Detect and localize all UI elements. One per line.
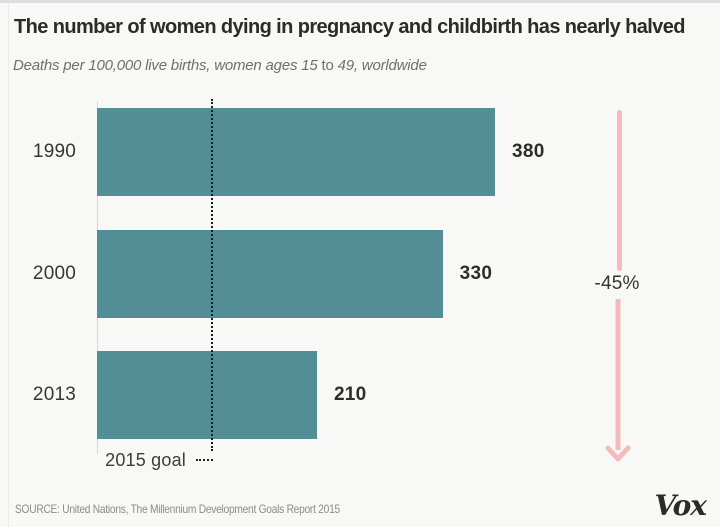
goal-label: 2015 goal [105,450,186,470]
bar [97,108,495,196]
chart-subtitle: Deaths per 100,000 live births, women ag… [13,57,427,74]
chart-title: The number of women dying in pregnancy a… [14,16,685,38]
page-edge-line [8,3,9,527]
category-label: 1990 [32,141,76,162]
goal-target-dotted-line [211,99,214,451]
value-label: 330 [459,262,493,284]
bar [97,351,317,439]
down-arrow-upper-segment [617,110,622,271]
category-label: 2000 [32,262,76,284]
subtitle-part: Deaths per 100,000 live births, women ag… [13,57,322,74]
vox-logo: Vox [654,489,707,522]
down-arrow-icon [605,299,631,462]
subtitle-part: to [321,57,334,74]
percent-change-label: -45% [594,273,640,294]
value-label: 210 [333,384,367,405]
subtitle-part: 49, worldwide [333,57,427,74]
category-label: 2013 [32,384,76,405]
value-label: 380 [512,141,545,162]
bar [97,229,443,318]
source-note: SOURCE: United Nations, The Millennium D… [15,502,340,516]
goal-label-connector-line [196,459,213,461]
